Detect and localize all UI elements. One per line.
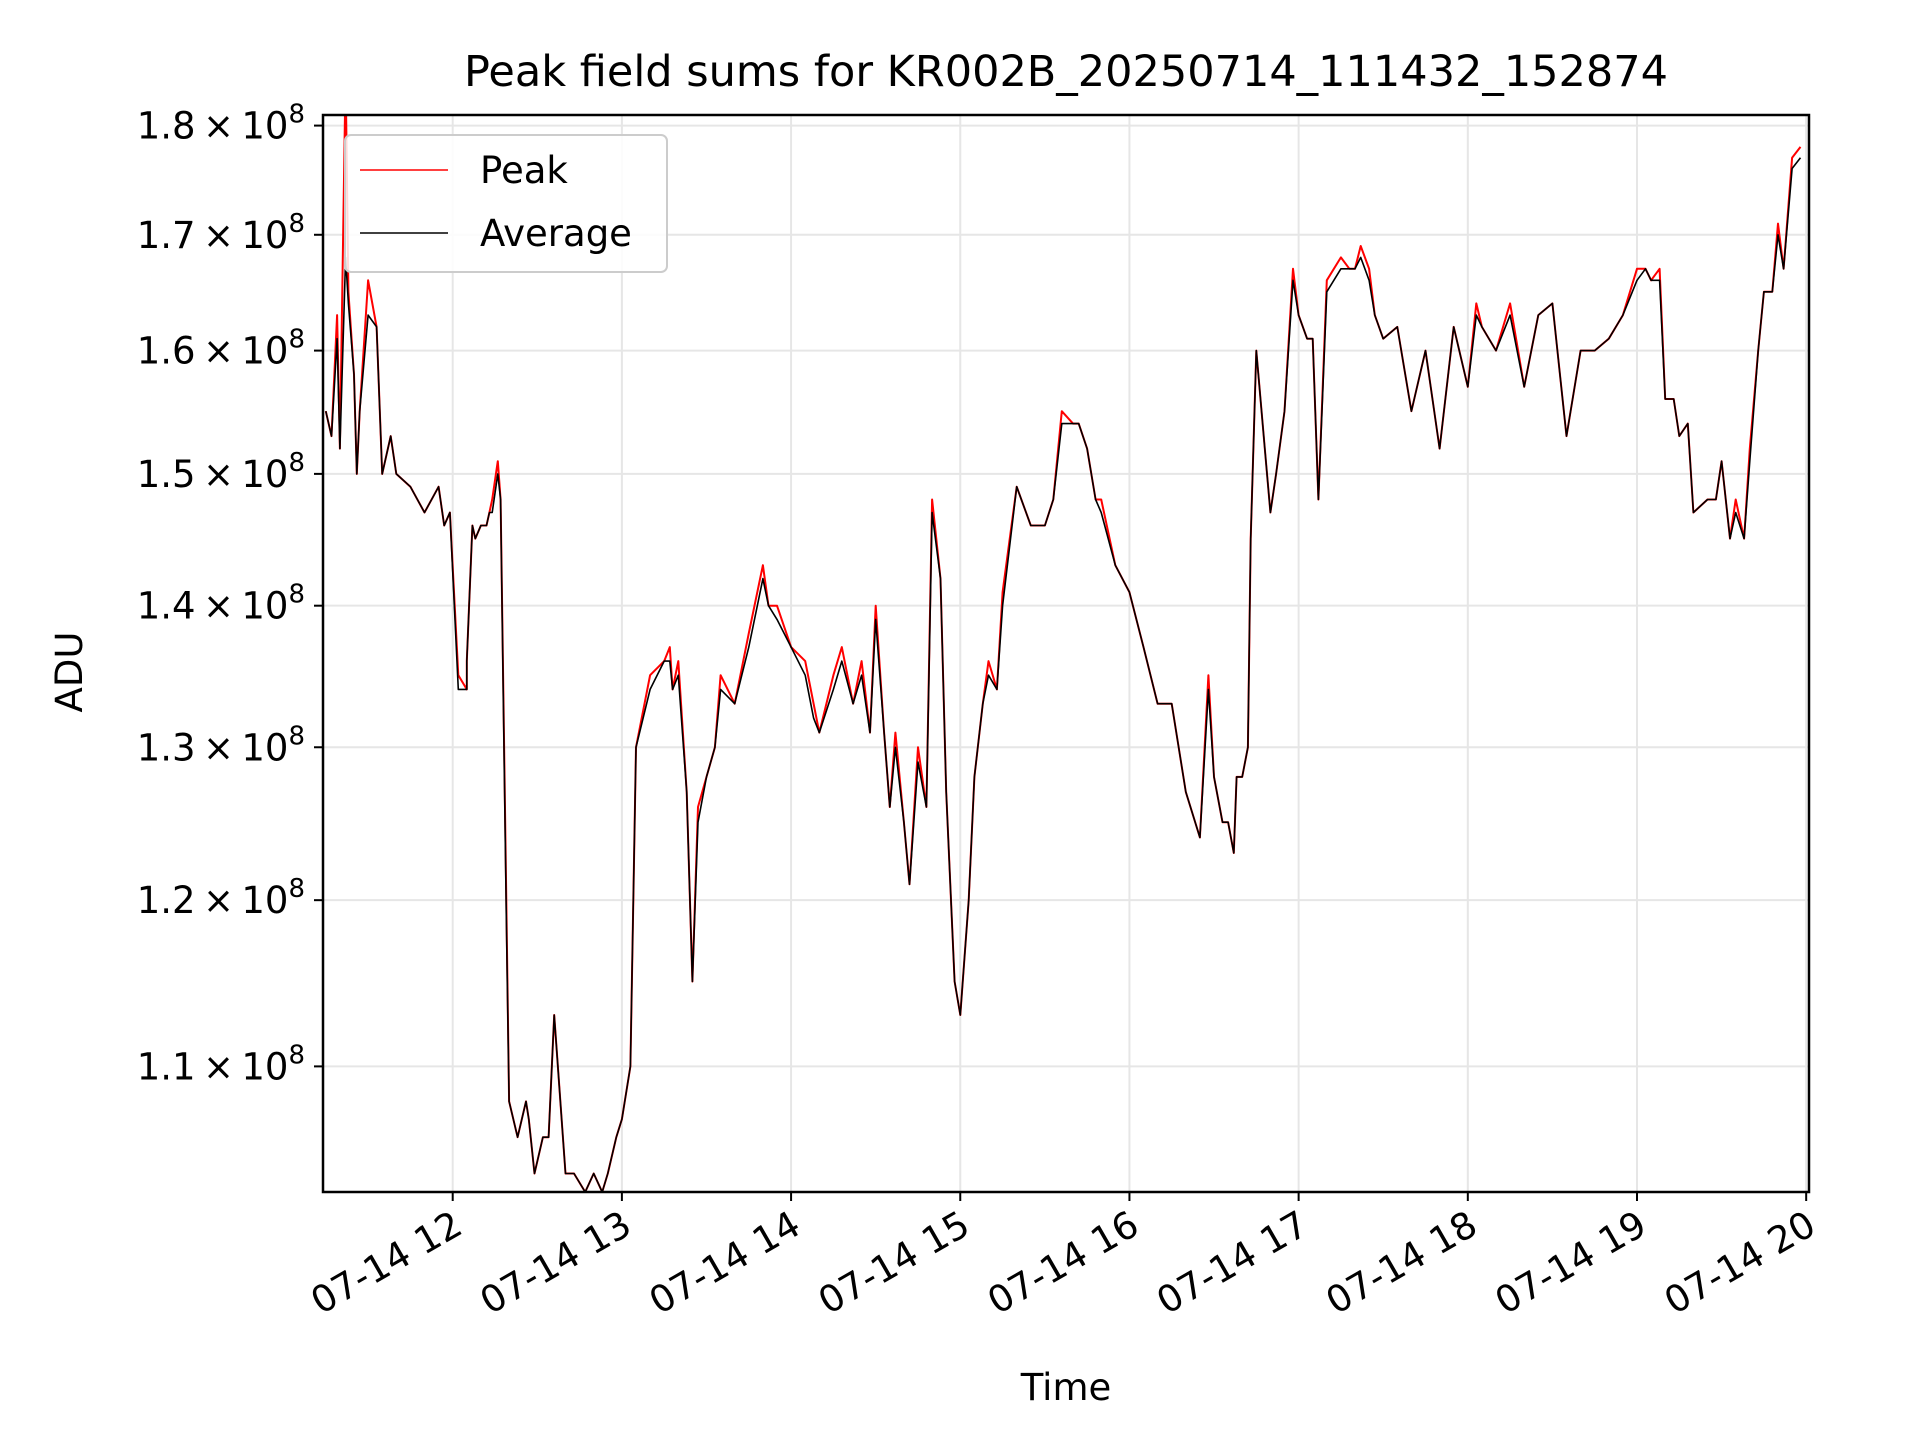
plot-area-frame <box>321 113 1811 1194</box>
grid-lines <box>323 115 1809 1192</box>
y-tick-label: 1.6 × 108 <box>137 325 305 373</box>
series-lines <box>324 115 1802 1192</box>
series-line-average <box>325 157 1802 1192</box>
legend-label-peak: Peak <box>480 149 568 192</box>
y-tick-label: 1.3 × 108 <box>137 721 305 769</box>
y-tick-label: 1.2 × 108 <box>137 874 305 922</box>
y-tick-label: 1.1 × 108 <box>137 1040 305 1088</box>
y-tick-label: 1.5 × 108 <box>137 448 305 496</box>
y-tick-label: 1.8 × 108 <box>137 100 305 148</box>
y-axis-label: ADU <box>48 632 91 713</box>
y-axis-ticks: 1.1 × 108 1.2 × 108 1.3 × 108 1.4 × 108 1.5 … <box>137 100 323 1088</box>
legend: Peak Average <box>344 134 668 273</box>
x-axis-label: Time <box>1020 1366 1112 1409</box>
legend-label-average: Average <box>480 212 632 255</box>
y-tick-label: 1.7 × 108 <box>137 209 305 257</box>
chart-title: Peak field sums for KR002B_20250714_1114… <box>464 47 1668 97</box>
y-tick-label: 1.4 × 108 <box>137 580 305 628</box>
